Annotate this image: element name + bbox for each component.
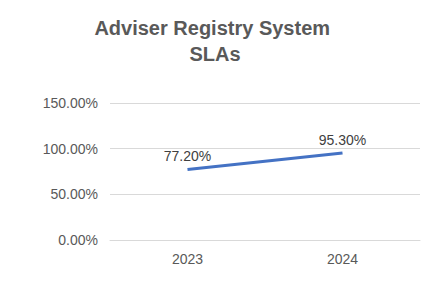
svg-text:2023: 2023: [172, 251, 203, 267]
svg-text:50.00%: 50.00%: [51, 186, 98, 202]
svg-text:100.00%: 100.00%: [43, 141, 98, 157]
svg-text:150.00%: 150.00%: [43, 95, 98, 111]
svg-text:Adviser Registry System: Adviser Registry System: [94, 17, 335, 39]
svg-text:0.00%: 0.00%: [58, 232, 98, 248]
svg-text:77.20%: 77.20%: [164, 148, 211, 164]
svg-text:95.30%: 95.30%: [319, 132, 366, 148]
svg-text:SLAs: SLAs: [189, 43, 240, 65]
svg-text:2024: 2024: [327, 251, 358, 267]
